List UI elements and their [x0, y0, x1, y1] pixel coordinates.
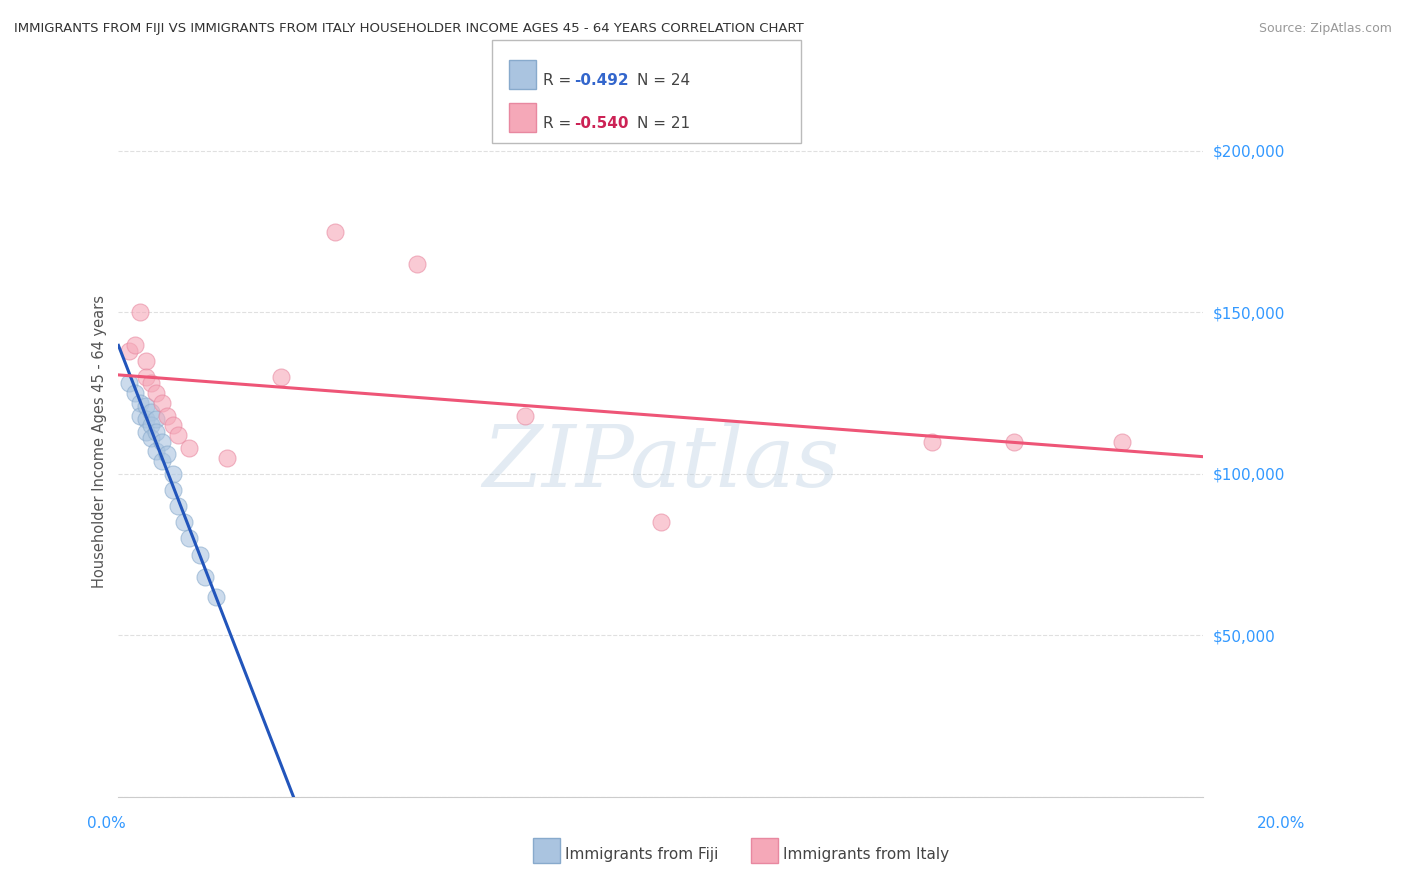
Point — [177, 532, 200, 546]
Point — [145, 425, 167, 439]
Point — [118, 376, 141, 391]
Point — [118, 344, 141, 359]
Point — [129, 396, 152, 410]
Point — [270, 370, 292, 384]
Text: IMMIGRANTS FROM FIJI VS IMMIGRANTS FROM ITALY HOUSEHOLDER INCOME AGES 45 - 64 YE: IMMIGRANTS FROM FIJI VS IMMIGRANTS FROM … — [14, 22, 804, 36]
Point — [162, 418, 184, 433]
Point — [156, 409, 179, 423]
Text: N = 24: N = 24 — [637, 73, 690, 88]
Text: Immigrants from Fiji: Immigrants from Fiji — [565, 847, 718, 862]
Point — [194, 570, 217, 584]
Text: Source: ZipAtlas.com: Source: ZipAtlas.com — [1258, 22, 1392, 36]
Point — [129, 409, 152, 423]
Y-axis label: Householder Income Ages 45 - 64 years: Householder Income Ages 45 - 64 years — [93, 295, 107, 588]
Text: 20.0%: 20.0% — [1257, 816, 1305, 830]
Point — [205, 590, 228, 604]
Point — [162, 467, 184, 481]
Point — [162, 483, 184, 497]
Text: R =: R = — [543, 116, 576, 131]
Point — [139, 418, 162, 433]
Point — [124, 386, 146, 401]
Point — [188, 548, 211, 562]
Point — [167, 428, 190, 442]
Point — [1111, 434, 1133, 449]
Point — [150, 454, 173, 468]
Point — [135, 370, 157, 384]
Text: Immigrants from Italy: Immigrants from Italy — [783, 847, 949, 862]
Point — [145, 444, 167, 458]
Point — [135, 399, 157, 413]
Text: -0.492: -0.492 — [574, 73, 628, 88]
Point — [1002, 434, 1025, 449]
Point — [156, 447, 179, 461]
Point — [325, 225, 347, 239]
Point — [921, 434, 943, 449]
Text: ZIPatlas: ZIPatlas — [482, 422, 839, 504]
Point — [215, 450, 238, 465]
Point — [150, 396, 173, 410]
Point — [173, 515, 195, 529]
Point — [135, 425, 157, 439]
Point — [139, 431, 162, 445]
Point — [405, 257, 427, 271]
Point — [129, 305, 152, 319]
Point — [145, 412, 167, 426]
Point — [124, 337, 146, 351]
Point — [515, 409, 537, 423]
Text: N = 21: N = 21 — [637, 116, 690, 131]
Text: -0.540: -0.540 — [574, 116, 628, 131]
Point — [145, 386, 167, 401]
Point — [150, 434, 173, 449]
Point — [135, 412, 157, 426]
Point — [167, 499, 190, 513]
Point — [650, 515, 672, 529]
Text: 0.0%: 0.0% — [87, 816, 127, 830]
Text: R =: R = — [543, 73, 576, 88]
Point — [135, 354, 157, 368]
Point — [177, 441, 200, 455]
Point — [139, 405, 162, 419]
Point — [139, 376, 162, 391]
